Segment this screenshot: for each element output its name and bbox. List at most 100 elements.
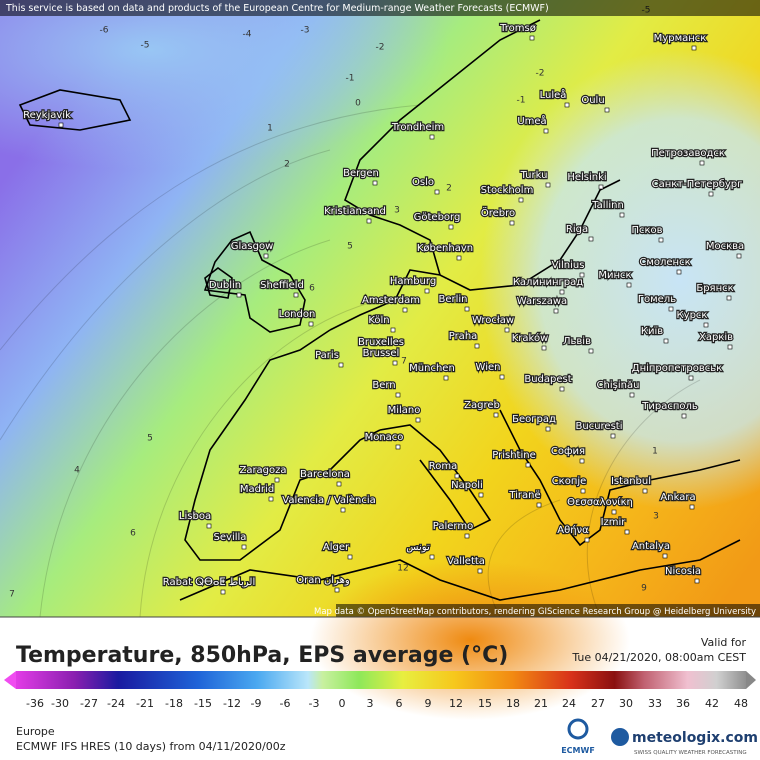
city-label: Брянск bbox=[696, 283, 733, 294]
city-marker bbox=[536, 502, 542, 508]
scale-tick-label: 0 bbox=[339, 697, 346, 710]
city-marker bbox=[629, 392, 635, 398]
scale-tick-label: 6 bbox=[396, 697, 403, 710]
city-label: Kristiansand bbox=[324, 206, 386, 217]
scale-tick-label: -12 bbox=[223, 697, 241, 710]
city-label: Kraków bbox=[512, 332, 549, 344]
city-marker bbox=[694, 578, 700, 584]
tagline: SWISS QUALITY WEATHER FORECASTING bbox=[634, 750, 747, 756]
city-label: Bruxelles bbox=[358, 337, 404, 348]
city-marker bbox=[579, 272, 585, 278]
city-marker bbox=[464, 306, 470, 312]
city-label: Palermo bbox=[433, 521, 473, 532]
scale-tick-label: 30 bbox=[619, 697, 633, 710]
city-marker bbox=[336, 481, 342, 487]
contour-label: -1 bbox=[346, 74, 355, 84]
city-marker bbox=[206, 523, 212, 529]
city-label: Umeå bbox=[517, 114, 546, 127]
valid-time: Tue 04/21/2020, 08:00am CEST bbox=[571, 651, 746, 664]
city-marker bbox=[478, 492, 484, 498]
contour-label: 3 bbox=[653, 512, 659, 522]
city-label: Helsinki bbox=[567, 172, 606, 183]
city-label: München bbox=[409, 363, 455, 374]
contour-label: 1 bbox=[652, 447, 658, 457]
city-label: Київ bbox=[641, 326, 663, 337]
scale-tick-label: -36 bbox=[26, 697, 44, 710]
scale-tick-label: 33 bbox=[648, 697, 662, 710]
scale-tick-label: 24 bbox=[562, 697, 576, 710]
city-label: Budapest bbox=[524, 374, 571, 385]
notice: This service is based on data and produc… bbox=[5, 3, 549, 14]
city-marker bbox=[395, 444, 401, 450]
city-label: Oulu bbox=[581, 95, 604, 106]
city-label: Oran وهران bbox=[296, 575, 350, 586]
city-marker bbox=[366, 218, 372, 224]
scale-tick-label: -24 bbox=[107, 697, 125, 710]
city-label: Дніпропетровськ bbox=[632, 362, 722, 374]
city-marker bbox=[708, 191, 714, 197]
city-label: Madrid bbox=[240, 484, 274, 495]
city-marker bbox=[668, 306, 674, 312]
city-marker bbox=[392, 349, 398, 355]
city-label: София bbox=[551, 446, 585, 457]
scale-tick-label: -21 bbox=[136, 697, 154, 710]
city-label: Chişinău bbox=[597, 380, 640, 391]
city-label: Харків bbox=[699, 331, 733, 343]
city-marker bbox=[372, 180, 378, 186]
contour-label: 2 bbox=[284, 160, 290, 170]
city-label: Valletta bbox=[447, 556, 485, 567]
city-marker bbox=[493, 412, 499, 418]
city-label: Zaragoza bbox=[239, 465, 286, 476]
city-marker bbox=[429, 554, 435, 560]
meteologix-logo: meteologix.com bbox=[632, 730, 758, 746]
scale-tick-label: -6 bbox=[280, 697, 291, 710]
city-marker bbox=[611, 509, 617, 515]
contour-label: -4 bbox=[243, 30, 252, 40]
city-marker bbox=[434, 189, 440, 195]
city-label: Göteborg bbox=[414, 212, 461, 223]
city-label: Izmir bbox=[601, 517, 627, 528]
city-label: Петрозаводск bbox=[651, 148, 725, 159]
scale-tick-label: 42 bbox=[705, 697, 719, 710]
city-marker bbox=[338, 362, 344, 368]
city-label: Warszawa bbox=[517, 296, 567, 307]
city-marker bbox=[424, 288, 430, 294]
city-marker bbox=[642, 488, 648, 494]
city-marker bbox=[390, 327, 396, 333]
city-marker bbox=[681, 413, 687, 419]
city-label: Dublin bbox=[209, 280, 241, 291]
city-marker bbox=[662, 553, 668, 559]
city-marker bbox=[703, 322, 709, 328]
city-marker bbox=[541, 345, 547, 351]
city-marker bbox=[340, 507, 346, 513]
city-label: Смоленск bbox=[639, 257, 690, 268]
region: Europe bbox=[16, 725, 55, 738]
city-marker bbox=[529, 35, 535, 41]
city-marker bbox=[395, 392, 401, 398]
cold-region bbox=[480, 50, 760, 510]
ecmwf-icon bbox=[567, 718, 589, 740]
city-label: Stockholm bbox=[481, 185, 534, 196]
city-label: Tromsø bbox=[499, 23, 536, 34]
city-label: Roma bbox=[429, 461, 458, 472]
contour-label: 4 bbox=[74, 466, 80, 476]
city-marker bbox=[663, 338, 669, 344]
city-label: Санкт-Петербург bbox=[652, 179, 743, 190]
city-marker bbox=[443, 375, 449, 381]
city-marker bbox=[580, 488, 586, 494]
cold-region bbox=[0, 0, 450, 170]
valid-label: Valid for bbox=[701, 636, 747, 649]
city-marker bbox=[688, 375, 694, 381]
cities: Reykjavík Tromsø Мурманск Luleå Oulu Umeå Tron… bbox=[22, 22, 745, 595]
scale-tick-label: 9 bbox=[425, 697, 432, 710]
city-marker bbox=[619, 212, 625, 218]
isotherms bbox=[0, 104, 701, 618]
scale-tick-label: 18 bbox=[506, 697, 520, 710]
city-label: Bergen bbox=[343, 168, 379, 179]
city-label: Berlin bbox=[438, 294, 467, 305]
city-label: Lisboa bbox=[179, 511, 211, 522]
city-label: Istanbul bbox=[611, 476, 651, 487]
color-scale: -36 -30 -27 -24 -21 -18 -15 -12 -9 -6 -3 0 3 6 9 12 15 18… bbox=[4, 671, 756, 710]
contour-label: -3 bbox=[301, 26, 310, 36]
